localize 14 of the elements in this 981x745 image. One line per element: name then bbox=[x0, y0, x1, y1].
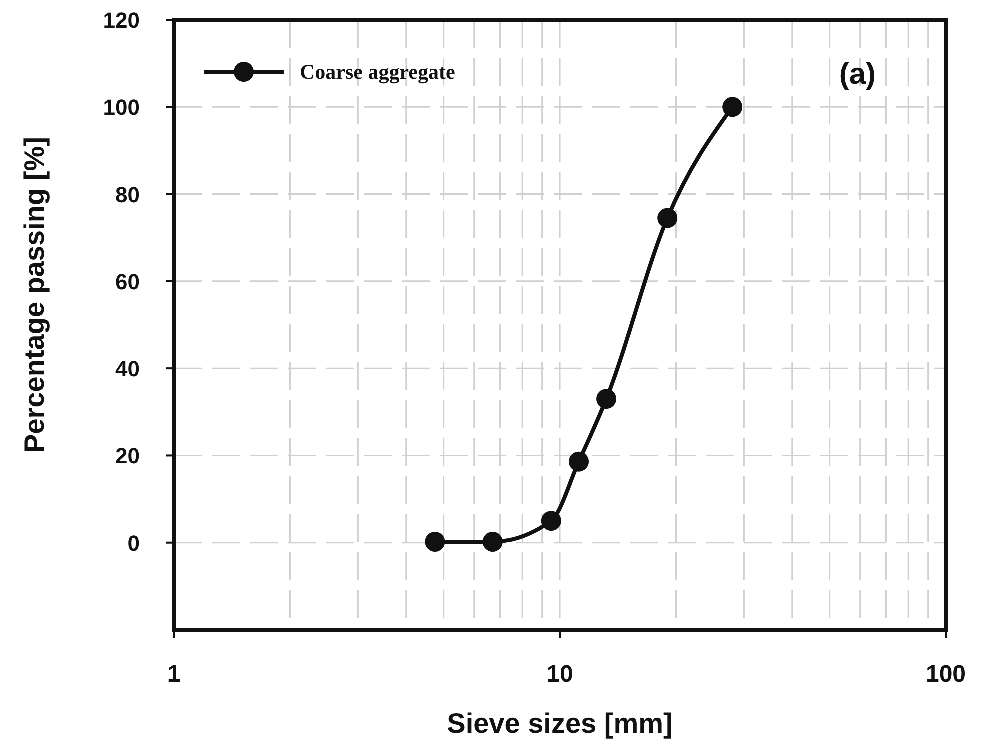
x-tick-label: 10 bbox=[546, 661, 574, 688]
y-tick-label: 100 bbox=[103, 95, 140, 120]
y-tick-label: 40 bbox=[116, 356, 140, 382]
y-tick-label: 120 bbox=[103, 8, 140, 33]
y-tick-label: 80 bbox=[116, 182, 140, 208]
x-axis-title: Sieve sizes [mm] bbox=[447, 708, 673, 739]
legend-label: Coarse aggregate bbox=[300, 60, 456, 84]
y-tick-label: 20 bbox=[116, 444, 140, 469]
x-tick-label: 1 bbox=[167, 661, 181, 688]
y-axis-title: Percentage passing [%] bbox=[19, 137, 50, 453]
annotation: (a) bbox=[839, 58, 876, 91]
y-tick-label: 0 bbox=[128, 530, 140, 556]
y-tick-label: 60 bbox=[116, 269, 140, 294]
x-tick-label: 100 bbox=[926, 661, 966, 688]
